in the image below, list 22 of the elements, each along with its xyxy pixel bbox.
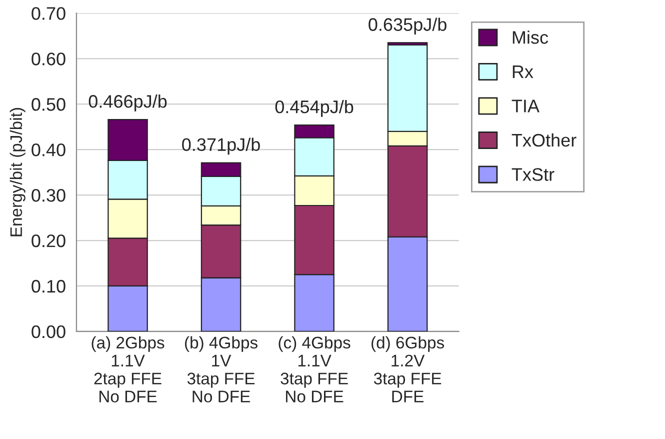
total-label: 0.466pJ/b (88, 94, 167, 112)
y-tick-label: 0.40 (32, 144, 66, 156)
legend-label: TxOther (512, 133, 576, 147)
legend-label: TIA (512, 100, 540, 112)
y-axis-title: Energy/bit (pJ/bit) (10, 108, 26, 236)
total-label: 0.371pJ/b (182, 138, 260, 155)
x-tick-label: (d) 6Gbps 1.2V 3tap FFE DFE (372, 336, 444, 402)
x-tick-label: (b) 4Gbps 1V 3tap FFE No DFE (185, 336, 258, 402)
legend-label: Rx (512, 66, 534, 78)
x-tick-label: (a) 2Gbps 1.1V 2tap FFE No DFE (92, 336, 164, 402)
y-tick-label: 0.30 (32, 188, 66, 202)
y-tick-label: 0.70 (32, 7, 66, 20)
total-label: 0.635pJ/b (368, 18, 446, 35)
x-tick-label: (c) 4Gbps 1.1V 3tap FFE No DFE (278, 336, 350, 402)
legend-label: TxStr (512, 168, 554, 181)
y-tick-label: 0.10 (32, 280, 66, 293)
y-tick-label: 0.00 (32, 325, 66, 338)
y-tick-label: 0.50 (32, 98, 66, 111)
legend-label: Misc (512, 30, 548, 44)
y-tick-label: 0.60 (32, 52, 66, 66)
y-tick-label: 0.20 (32, 234, 66, 248)
total-label: 0.454pJ/b (275, 100, 354, 117)
